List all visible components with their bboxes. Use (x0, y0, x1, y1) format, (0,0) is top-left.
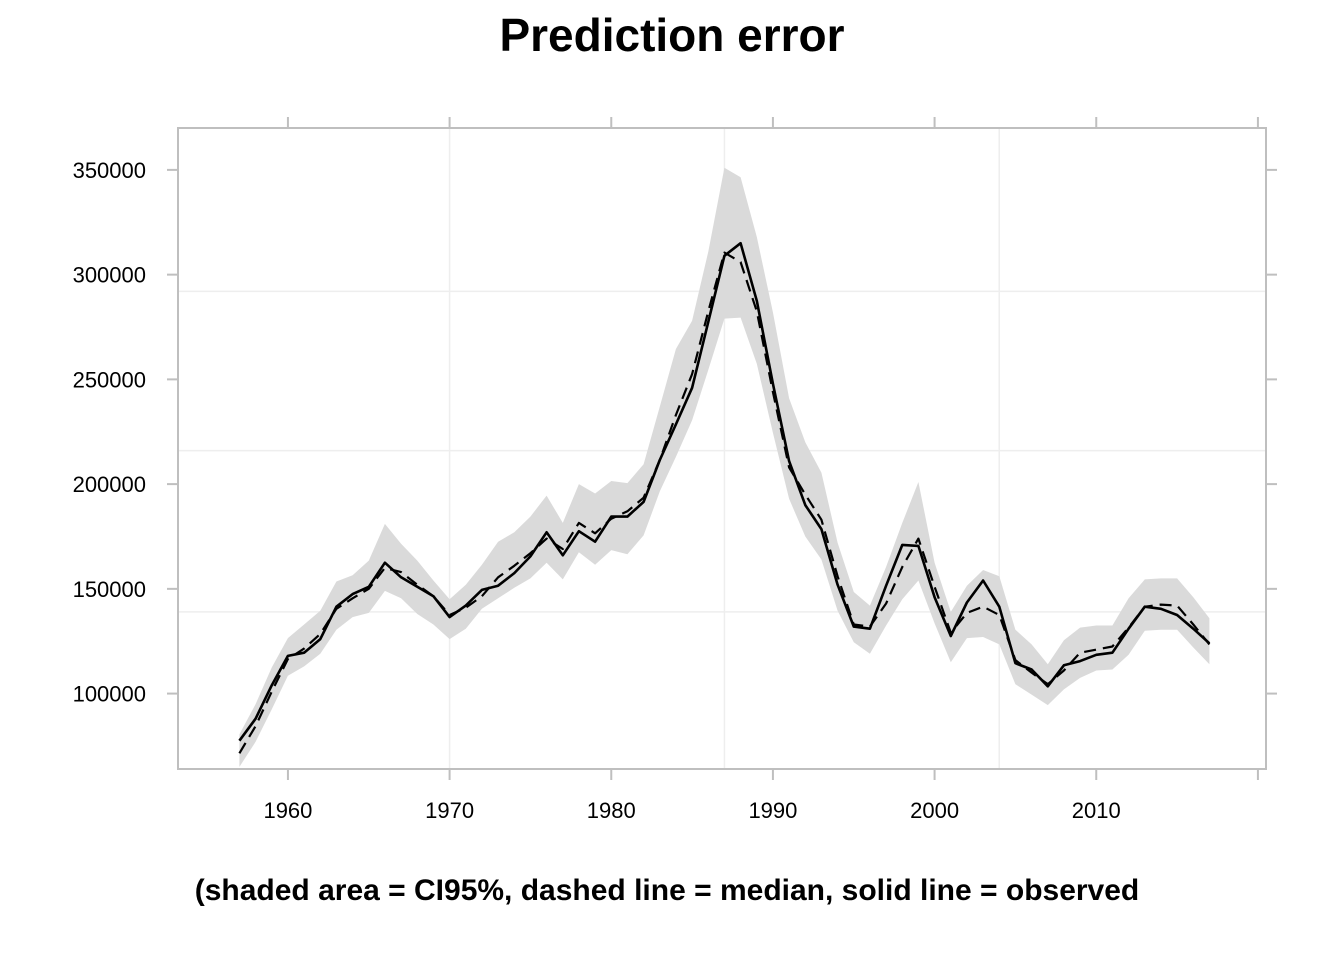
chart-subtitle: (shaded area = CI95%, dashed line = medi… (194, 874, 1140, 907)
x-tick-label: 1980 (587, 798, 636, 823)
y-tick-label: 350000 (73, 158, 146, 183)
chart-title: Prediction error (499, 9, 845, 61)
y-tick-label: 200000 (73, 472, 146, 497)
observed-line (238, 241, 1211, 742)
y-tick-label: 250000 (73, 367, 146, 392)
y-tick-label: 150000 (73, 577, 146, 602)
x-tick-label: 2000 (910, 798, 959, 823)
median-line (238, 251, 1211, 754)
ci95-band (239, 167, 1210, 767)
y-tick-label: 100000 (73, 682, 146, 707)
x-tick-label: 2010 (1072, 798, 1121, 823)
x-tick-label: 1990 (748, 798, 797, 823)
y-tick-label: 300000 (73, 263, 146, 288)
x-tick-label: 1960 (263, 798, 312, 823)
x-tick-label: 1970 (425, 798, 474, 823)
panel-frame (177, 127, 1267, 770)
